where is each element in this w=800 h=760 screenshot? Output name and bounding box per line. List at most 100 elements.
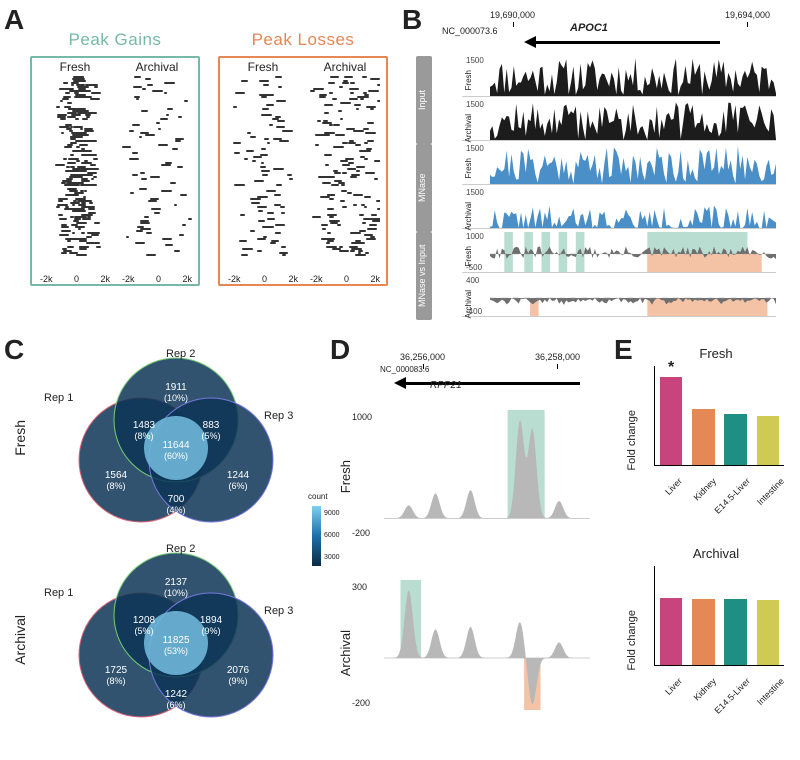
svg-text:883: 883 — [203, 420, 220, 431]
panel-b-gene-arrow — [530, 34, 720, 48]
coverage-track: Fresh1000-500 — [462, 232, 776, 273]
bar-ylabel: Fold change — [626, 410, 638, 471]
panel-d-track: 300-200 — [384, 580, 590, 710]
track-ymax: 1500 — [466, 144, 484, 153]
bar — [692, 599, 715, 665]
track-ymin: -200 — [352, 698, 370, 708]
bar-ylabel: Fold change — [626, 610, 638, 671]
panel-c: count3000600090001564(8%)1911(10%)1244(6… — [16, 350, 326, 745]
venn-condition-label: Archival — [12, 615, 28, 665]
panel-d-gene-arrow — [400, 375, 580, 389]
svg-text:1242: 1242 — [165, 689, 188, 700]
panel-b-coord-ticks: 19,690,000 19,694,000 — [490, 10, 770, 24]
bar-plot: ArchivalFold changeLiverKidneyE14.5-Live… — [648, 550, 784, 700]
coverage-track: Fresh 1500 — [462, 144, 776, 185]
bar — [692, 409, 715, 465]
svg-text:1911: 1911 — [165, 382, 187, 393]
track-sub-label: Archival — [464, 114, 473, 142]
heatmap-col-label: Fresh — [228, 60, 298, 74]
heatmap-col-label: Fresh — [40, 60, 110, 74]
svg-text:(6%): (6%) — [228, 481, 247, 491]
heatmap-axis: -2k02k — [228, 274, 298, 284]
track-ymax: 1000 — [352, 412, 372, 422]
panel-a: Fresh-2k02kArchival-2k02kPeak GainsFresh… — [30, 32, 390, 312]
track-group-label: MNase — [416, 144, 432, 232]
heatmap-cell — [122, 76, 192, 271]
svg-text:(60%): (60%) — [164, 451, 188, 461]
coord-tick: 19,690,000 — [490, 10, 535, 24]
bar-area: * — [654, 366, 784, 466]
panel-letter-a: A — [4, 4, 24, 36]
panel-d-track-label: Archival — [338, 630, 353, 676]
panel-d-chrom: NC_000083.6 — [380, 365, 429, 374]
bar-area — [654, 566, 784, 666]
venn-rep-label: Rep 2 — [166, 348, 195, 360]
svg-text:(9%): (9%) — [228, 676, 247, 686]
panel-d-track: 1000-200 — [384, 410, 590, 540]
track-ymax: 1500 — [466, 100, 484, 109]
svg-text:(5%): (5%) — [201, 431, 220, 441]
track-ymin: -500 — [466, 263, 482, 272]
panel-letter-b: B — [402, 4, 422, 36]
venn-rep-label: Rep 2 — [166, 543, 195, 555]
panel-d-coord-ticks: 36,256,000 36,258,000 — [400, 352, 580, 366]
track-ymin: -200 — [352, 528, 370, 538]
svg-text:1208: 1208 — [133, 615, 156, 626]
svg-text:(10%): (10%) — [164, 588, 188, 598]
heatmap-axis: -2k02k — [310, 274, 380, 284]
svg-text:1725: 1725 — [105, 665, 128, 676]
track-ymax: 300 — [352, 582, 367, 592]
gene-line — [400, 382, 580, 385]
panel-b-chrom: NC_000073.6 — [442, 26, 498, 36]
panel-d-gene-name: RPP21 — [430, 380, 462, 391]
svg-text:(53%): (53%) — [164, 646, 188, 656]
heatmap-col-label: Archival — [122, 60, 192, 74]
svg-text:1244: 1244 — [227, 470, 250, 481]
venn-rep-label: Rep 1 — [44, 392, 73, 404]
panel-d: 36,256,000 36,258,000 NC_000083.6 RPP21 … — [340, 350, 600, 745]
heatmap-cell — [228, 76, 298, 271]
svg-text:2076: 2076 — [227, 665, 250, 676]
svg-text:(10%): (10%) — [164, 393, 188, 403]
svg-text:(5%): (5%) — [134, 626, 153, 636]
svg-text:(8%): (8%) — [134, 431, 153, 441]
panel-b-gene-name: APOC1 — [570, 22, 608, 34]
track-sub-label: Fresh — [464, 158, 473, 178]
bar — [660, 598, 683, 665]
svg-text:(6%): (6%) — [166, 700, 185, 710]
track-group-label: Input — [416, 56, 432, 144]
heatmap-box: Fresh-2k02kArchival-2k02k — [218, 56, 388, 286]
colorbar: count300060009000 — [304, 500, 332, 570]
bar-plot: FreshFold change*LiverKidneyE14.5-LiverI… — [648, 350, 784, 500]
svg-text:(8%): (8%) — [106, 481, 125, 491]
venn-rep-label: Rep 3 — [264, 410, 293, 422]
gene-arrowhead-icon — [524, 36, 536, 48]
svg-text:2137: 2137 — [165, 577, 188, 588]
heatmap-group-title: Peak Gains — [30, 30, 200, 50]
venn-condition-label: Fresh — [12, 420, 28, 456]
coord-tick: 36,258,000 — [535, 352, 580, 366]
heatmap-box: Fresh-2k02kArchival-2k02k — [30, 56, 200, 286]
bar — [757, 600, 780, 665]
track-ymax: 400 — [466, 276, 479, 285]
svg-text:(9%): (9%) — [201, 626, 220, 636]
svg-text:(4%): (4%) — [166, 505, 185, 515]
coverage-track: Fresh1500 — [462, 56, 776, 97]
coverage-track: Archival 1500 — [462, 100, 776, 141]
signif-star: * — [660, 359, 683, 377]
coverage-track: Archival1500 — [462, 188, 776, 229]
track-group-label: MNase vs Input — [416, 232, 432, 320]
track-sub-label: Archival — [464, 202, 473, 230]
svg-text:11825: 11825 — [162, 635, 190, 646]
venn-diagram: 1564(8%)1911(10%)1244(6%)1483(8%)883(5%)… — [46, 350, 306, 540]
track-sub-label: Fresh — [464, 70, 473, 90]
svg-text:(8%): (8%) — [106, 676, 125, 686]
venn-diagram: 1725(8%)2137(10%)2076(9%)1208(5%)1894(9%… — [46, 545, 306, 735]
svg-text:11644: 11644 — [162, 440, 190, 451]
svg-text:1483: 1483 — [133, 420, 156, 431]
venn-rep-label: Rep 1 — [44, 587, 73, 599]
venn-rep-label: Rep 3 — [264, 605, 293, 617]
svg-text:700: 700 — [168, 494, 185, 505]
coverage-track: Archival400-400 — [462, 276, 776, 317]
gene-arrowhead-icon — [394, 377, 406, 389]
